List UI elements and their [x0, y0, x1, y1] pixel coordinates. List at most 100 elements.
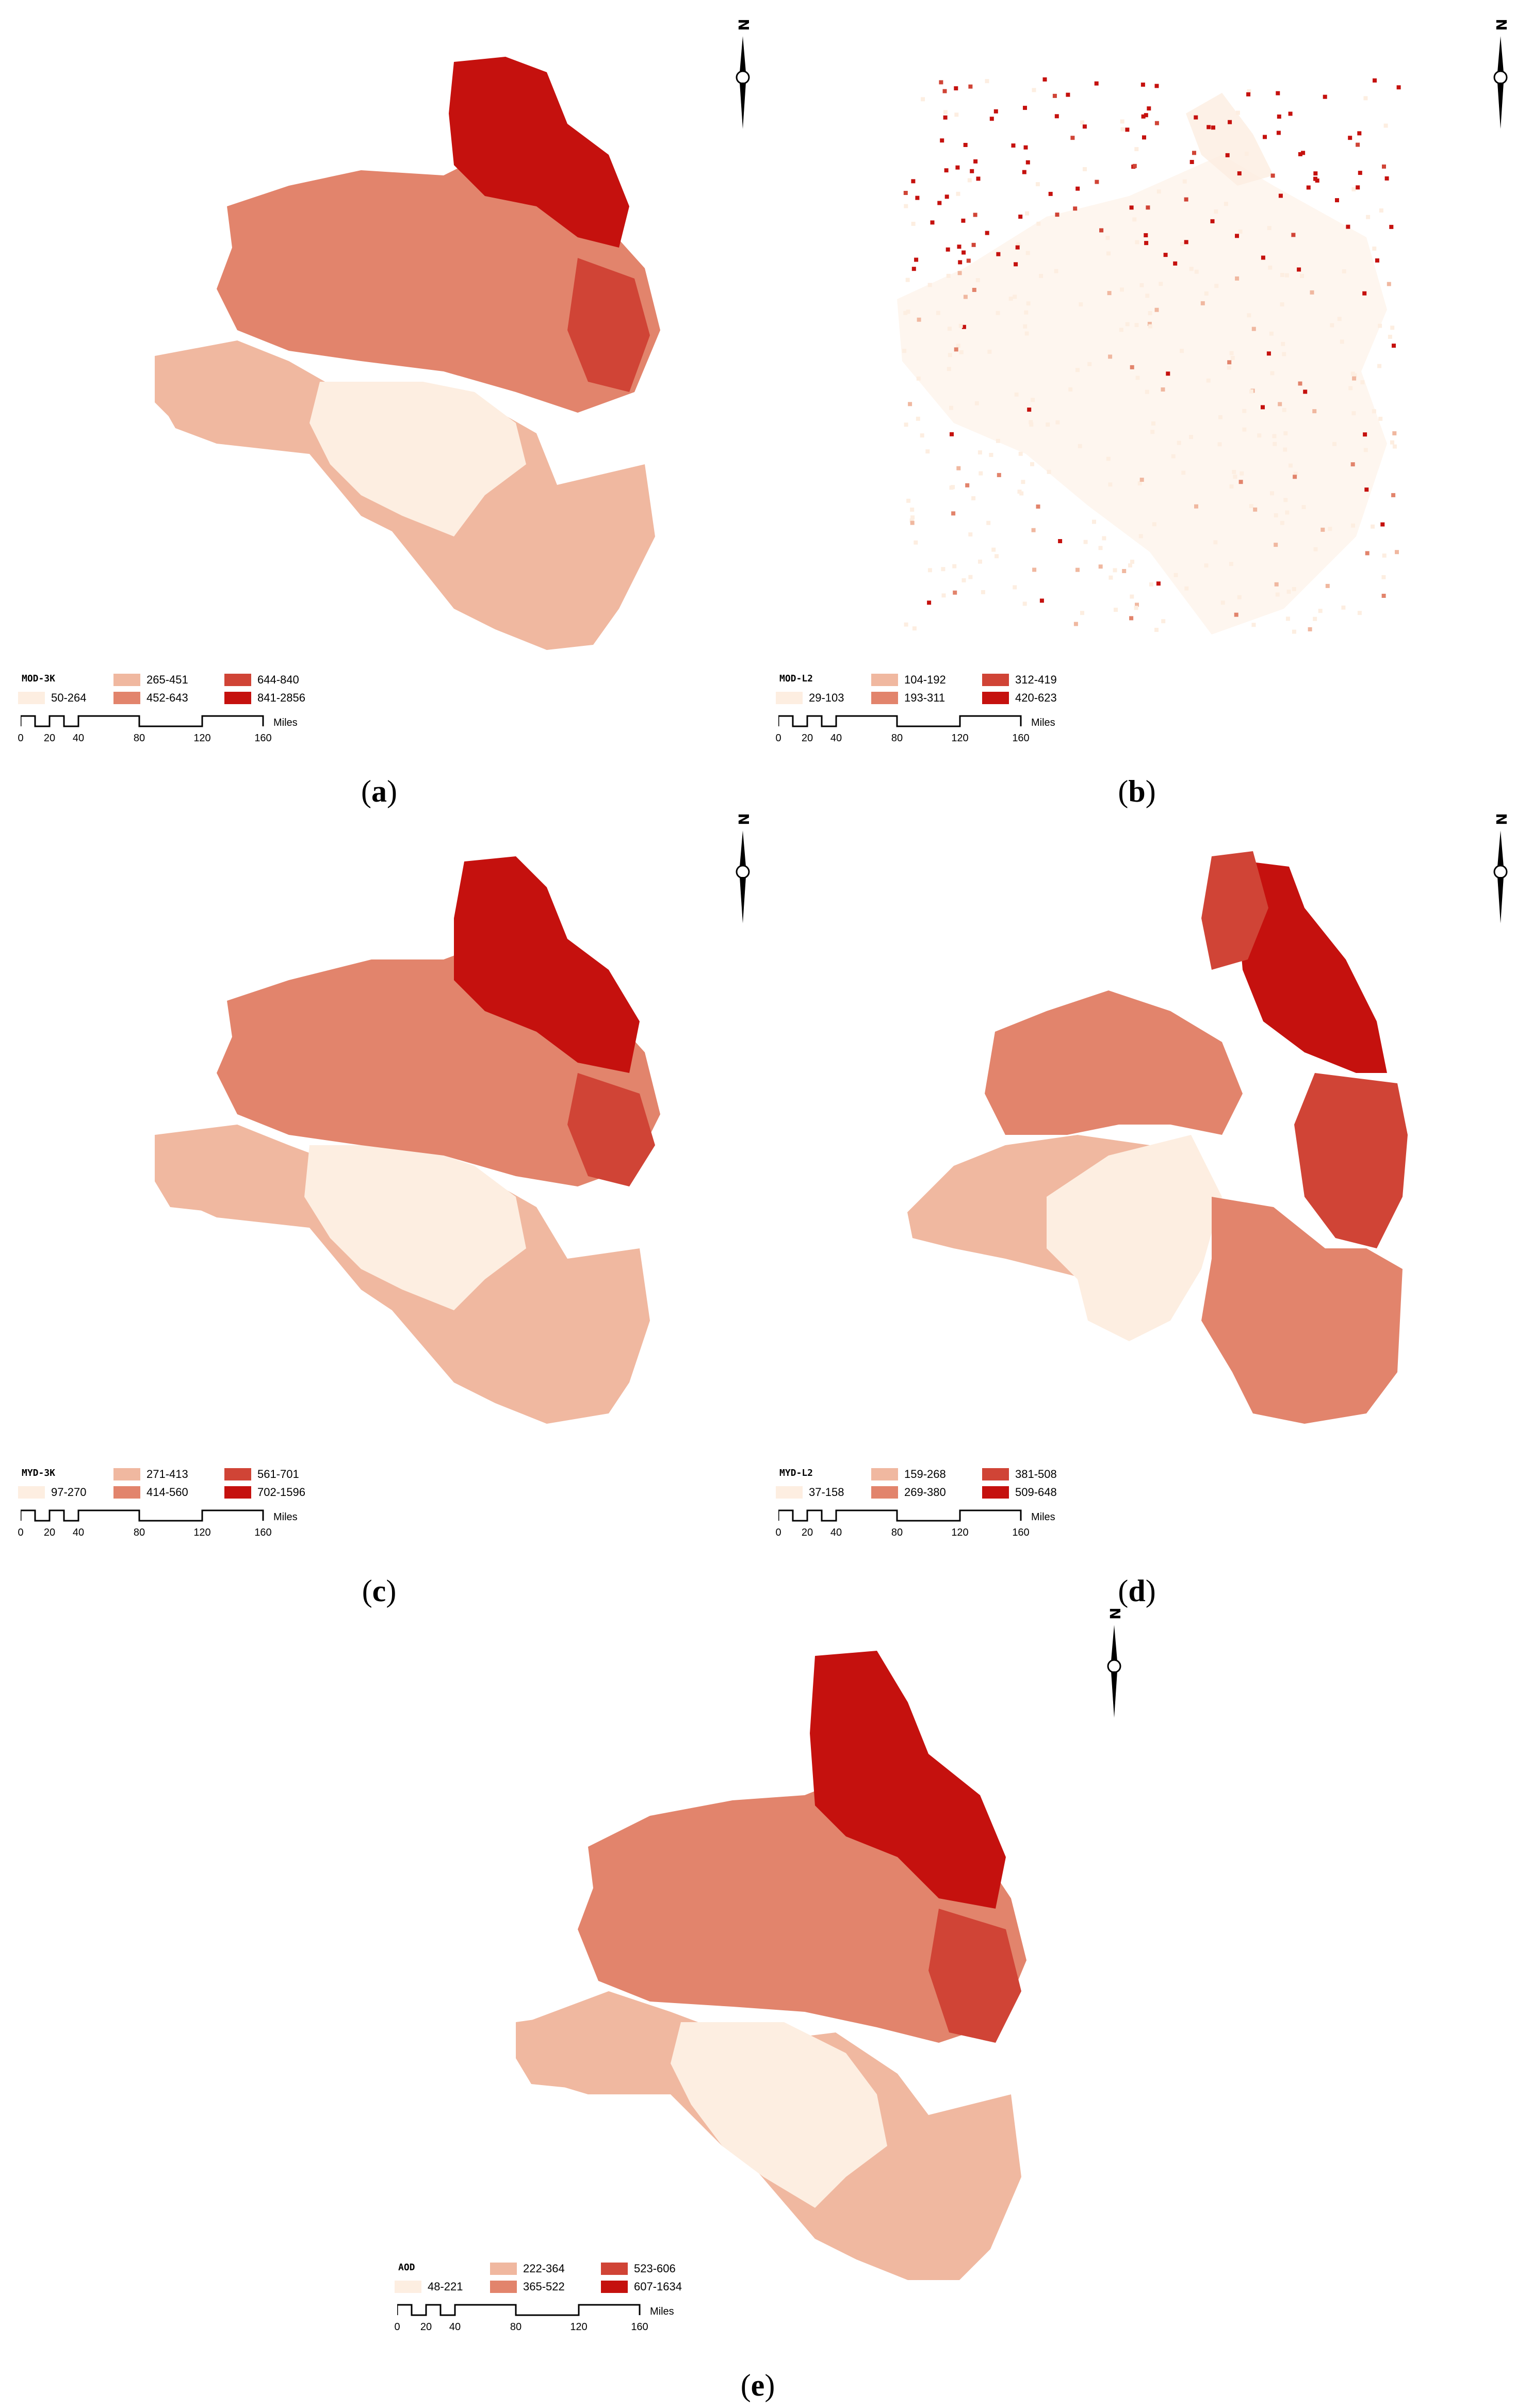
- pixel-cell: [1109, 575, 1113, 580]
- pixel-cell: [930, 220, 935, 225]
- scale-tick-120: 120: [951, 733, 969, 744]
- pixel-cell: [956, 344, 960, 348]
- pixel-cell: [1318, 609, 1323, 613]
- pixel-cell: [1396, 85, 1401, 90]
- pixel-cell: [1141, 114, 1146, 119]
- pixel-cell: [921, 97, 925, 102]
- pixel-cell: [1128, 563, 1132, 568]
- legend-item-1: 48-221: [395, 2280, 463, 2293]
- pixel-cell: [1204, 563, 1209, 568]
- pixel-cell: [912, 626, 917, 631]
- pixel-cell: [1312, 409, 1317, 414]
- pixel-cell: [908, 402, 912, 406]
- scale-tick-120: 120: [193, 733, 211, 744]
- pixel-cell: [956, 466, 961, 470]
- pixel-cell: [1313, 616, 1317, 621]
- pixel-cell: [927, 600, 932, 605]
- legend-label-1: 48-221: [428, 2280, 463, 2293]
- pixel-cell: [1372, 409, 1376, 414]
- pixel-cell: [1247, 89, 1251, 94]
- pixel-cell: [1092, 519, 1096, 524]
- pixel-cell: [1139, 478, 1144, 482]
- pixel-cell: [1292, 587, 1296, 591]
- pixel-cell: [1237, 171, 1242, 176]
- scale-tick-0: 0: [18, 733, 24, 744]
- pixel-cell: [997, 473, 1001, 477]
- pixel-cell: [911, 179, 916, 184]
- pixel-cell: [966, 258, 971, 263]
- pixel-cell: [1270, 491, 1274, 496]
- pixel-cell: [1046, 422, 1050, 427]
- pixel-cell: [1249, 504, 1253, 509]
- pixel-cell: [1016, 242, 1021, 247]
- scale-tick-160: 160: [1012, 1527, 1030, 1538]
- pixel-cell: [917, 317, 921, 322]
- pixel-cell: [1284, 273, 1289, 278]
- legend-item-3: 269-380: [871, 1486, 946, 1499]
- pixel-cell: [1272, 434, 1277, 438]
- legend-label-2: 265-451: [146, 673, 188, 686]
- pixel-cell: [1068, 387, 1073, 392]
- pixel-cell: [1350, 462, 1355, 467]
- pixel-cell: [941, 593, 946, 598]
- region-center-e: [671, 2022, 887, 2208]
- pixel-cell: [1120, 287, 1124, 292]
- map-a: [155, 57, 660, 650]
- pixel-cell: [1150, 430, 1155, 434]
- legend-item-5: 420-623: [982, 691, 1057, 705]
- pixel-cell: [970, 169, 974, 173]
- pixel-cell: [1276, 91, 1280, 95]
- scale-tick-80: 80: [891, 733, 903, 744]
- pixel-cell: [1280, 302, 1284, 307]
- pixel-cell: [956, 191, 960, 196]
- pixel-cell: [946, 273, 951, 278]
- pixel-cell: [1130, 365, 1134, 369]
- region-southeast-d: [1201, 1197, 1403, 1424]
- pixel-cell: [1161, 387, 1165, 392]
- pixel-cell: [1181, 470, 1186, 475]
- pixel-cell: [1288, 111, 1293, 116]
- north-arrow-icon: N: [1104, 1604, 1124, 1723]
- pixel-cell: [1058, 539, 1063, 543]
- scale-tick-20: 20: [801, 733, 813, 744]
- pixel-cell: [1335, 198, 1339, 203]
- legend-label-1: 29-103: [809, 691, 844, 704]
- legend-item-1: 37-158: [776, 1486, 844, 1499]
- pixel-cell: [904, 622, 908, 627]
- pixel-cell: [1039, 598, 1044, 603]
- pixel-cell: [1021, 480, 1025, 484]
- pixel-cell: [958, 323, 963, 328]
- pixel-cell: [910, 515, 915, 520]
- pixel-cell: [1008, 297, 1013, 301]
- pixel-cell: [950, 432, 954, 436]
- legend-e: AOD 48-221 222-364 365-522 523-606 607-1…: [392, 2259, 753, 2347]
- pixel-cell: [963, 143, 968, 147]
- pixel-cell: [1140, 83, 1145, 87]
- pixel-cell: [1232, 469, 1236, 474]
- pixel-cell: [1075, 567, 1080, 572]
- pixel-cell: [948, 353, 952, 357]
- pixel-cell: [1234, 612, 1238, 617]
- pixel-cell: [941, 567, 946, 572]
- pixel-cell: [920, 433, 924, 438]
- region-ne-mid-e: [928, 1909, 1021, 2043]
- legend-swatch-2: [871, 674, 898, 686]
- region-north-d: [1201, 851, 1268, 970]
- scale-bar: Miles 0 20 40 80 120 160: [392, 2296, 753, 2342]
- region-east-d: [1294, 1073, 1408, 1248]
- panel-c: N MYD-3K 97-270 271-413 414-560 561-701 …: [0, 805, 758, 1584]
- pixel-cell: [1214, 209, 1218, 214]
- pixel-cell: [1246, 92, 1251, 96]
- pixel-cell: [1315, 178, 1319, 183]
- legend-swatch-1: [776, 1486, 803, 1499]
- pixel-cell: [1098, 546, 1103, 550]
- region-all-b: [897, 155, 1387, 634]
- pixel-cell: [903, 311, 908, 315]
- scale-tick-80: 80: [133, 1527, 145, 1538]
- pixel-cell: [1341, 605, 1346, 610]
- pixel-cell: [1023, 145, 1028, 150]
- pixel-cell: [1139, 283, 1144, 287]
- pixel-cell: [1298, 152, 1302, 156]
- pixel-cell: [1132, 164, 1137, 168]
- pixel-cell: [1137, 481, 1142, 486]
